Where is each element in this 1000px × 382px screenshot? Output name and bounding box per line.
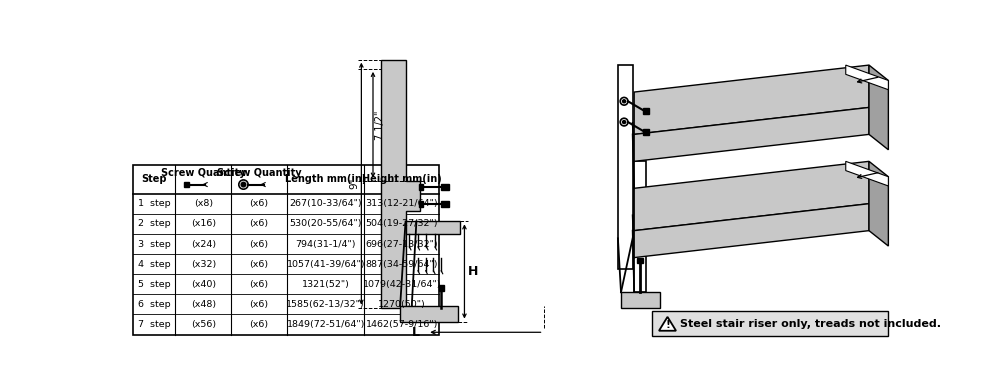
Bar (184, 182, 189, 187)
Text: (x56): (x56) (191, 320, 216, 329)
Text: 1079(42-31/64"): 1079(42-31/64") (362, 280, 441, 289)
Polygon shape (381, 60, 420, 308)
Polygon shape (621, 292, 660, 308)
Text: 1585(62-13/32"): 1585(62-13/32") (286, 300, 365, 309)
Text: 2  step: 2 step (138, 219, 170, 228)
Text: 794(31-1/4"): 794(31-1/4") (295, 240, 356, 249)
Text: Step: Step (141, 175, 167, 185)
Text: 1270(50"): 1270(50") (378, 300, 426, 309)
Text: 313(12-21/64"): 313(12-21/64") (365, 199, 438, 208)
Bar (643, 129, 649, 135)
Text: 1462(57-9/16"): 1462(57-9/16") (365, 320, 438, 329)
Text: (x32): (x32) (191, 260, 216, 269)
Text: 4  step: 4 step (138, 260, 170, 269)
Text: (x6): (x6) (250, 320, 269, 329)
Text: !: ! (665, 320, 670, 330)
Polygon shape (846, 161, 888, 186)
Text: H: H (468, 265, 478, 278)
Text: (x6): (x6) (250, 240, 269, 249)
Bar (441, 184, 449, 190)
Text: (x6): (x6) (250, 219, 269, 228)
Polygon shape (869, 161, 888, 246)
Text: 504(19-27/32"): 504(19-27/32") (365, 219, 438, 228)
Bar (643, 108, 649, 114)
Polygon shape (846, 65, 888, 90)
Text: 696(27-13/32"): 696(27-13/32") (365, 240, 438, 249)
Text: (x8): (x8) (194, 199, 213, 208)
Polygon shape (634, 65, 869, 134)
Bar (441, 201, 449, 207)
Text: (x6): (x6) (250, 300, 269, 309)
Text: 1849(72-51/64"): 1849(72-51/64") (287, 320, 365, 329)
Bar (133, 165, 439, 335)
Circle shape (623, 121, 626, 124)
Circle shape (623, 100, 626, 103)
Text: (x24): (x24) (191, 240, 216, 249)
Polygon shape (634, 107, 869, 161)
Text: 267(10-33/64"): 267(10-33/64") (289, 199, 362, 208)
Text: 530(20-55/64"): 530(20-55/64") (289, 219, 362, 228)
Text: 1  step: 1 step (138, 199, 170, 208)
Polygon shape (634, 204, 869, 257)
Polygon shape (659, 317, 676, 331)
Polygon shape (400, 306, 458, 322)
Bar (637, 257, 643, 263)
Circle shape (241, 182, 246, 187)
Polygon shape (634, 161, 869, 231)
Text: 7 1/2": 7 1/2" (375, 110, 385, 139)
Text: L: L (412, 326, 420, 339)
Text: Length mm(in): Length mm(in) (285, 175, 366, 185)
Text: 6  step: 6 step (138, 300, 170, 309)
Text: (x6): (x6) (250, 199, 269, 208)
Text: (x6): (x6) (250, 260, 269, 269)
Text: Height mm(in): Height mm(in) (362, 175, 442, 185)
Text: Screw Quantity: Screw Quantity (217, 168, 301, 178)
Text: 7  step: 7 step (138, 320, 170, 329)
Bar (652, 311, 888, 336)
Text: Steel stair riser only, treads not included.: Steel stair riser only, treads not inclu… (680, 319, 941, 329)
Bar (419, 184, 423, 190)
Text: 9": 9" (349, 178, 359, 189)
Text: (x6): (x6) (250, 280, 269, 289)
Bar (419, 201, 423, 207)
Text: 1057(41-39/64"): 1057(41-39/64") (286, 260, 365, 269)
Text: 5  step: 5 step (138, 280, 170, 289)
Polygon shape (406, 222, 460, 235)
Text: 887(34-59/64"): 887(34-59/64") (365, 260, 438, 269)
Text: 3  step: 3 step (138, 240, 170, 249)
Text: Screw Quantity: Screw Quantity (161, 168, 246, 178)
Bar (439, 285, 444, 291)
Polygon shape (618, 65, 633, 269)
Text: (x48): (x48) (191, 300, 216, 309)
Polygon shape (869, 65, 888, 150)
Polygon shape (634, 161, 646, 292)
Text: (x16): (x16) (191, 219, 216, 228)
Text: 1321(52"): 1321(52") (302, 280, 350, 289)
Text: (x40): (x40) (191, 280, 216, 289)
